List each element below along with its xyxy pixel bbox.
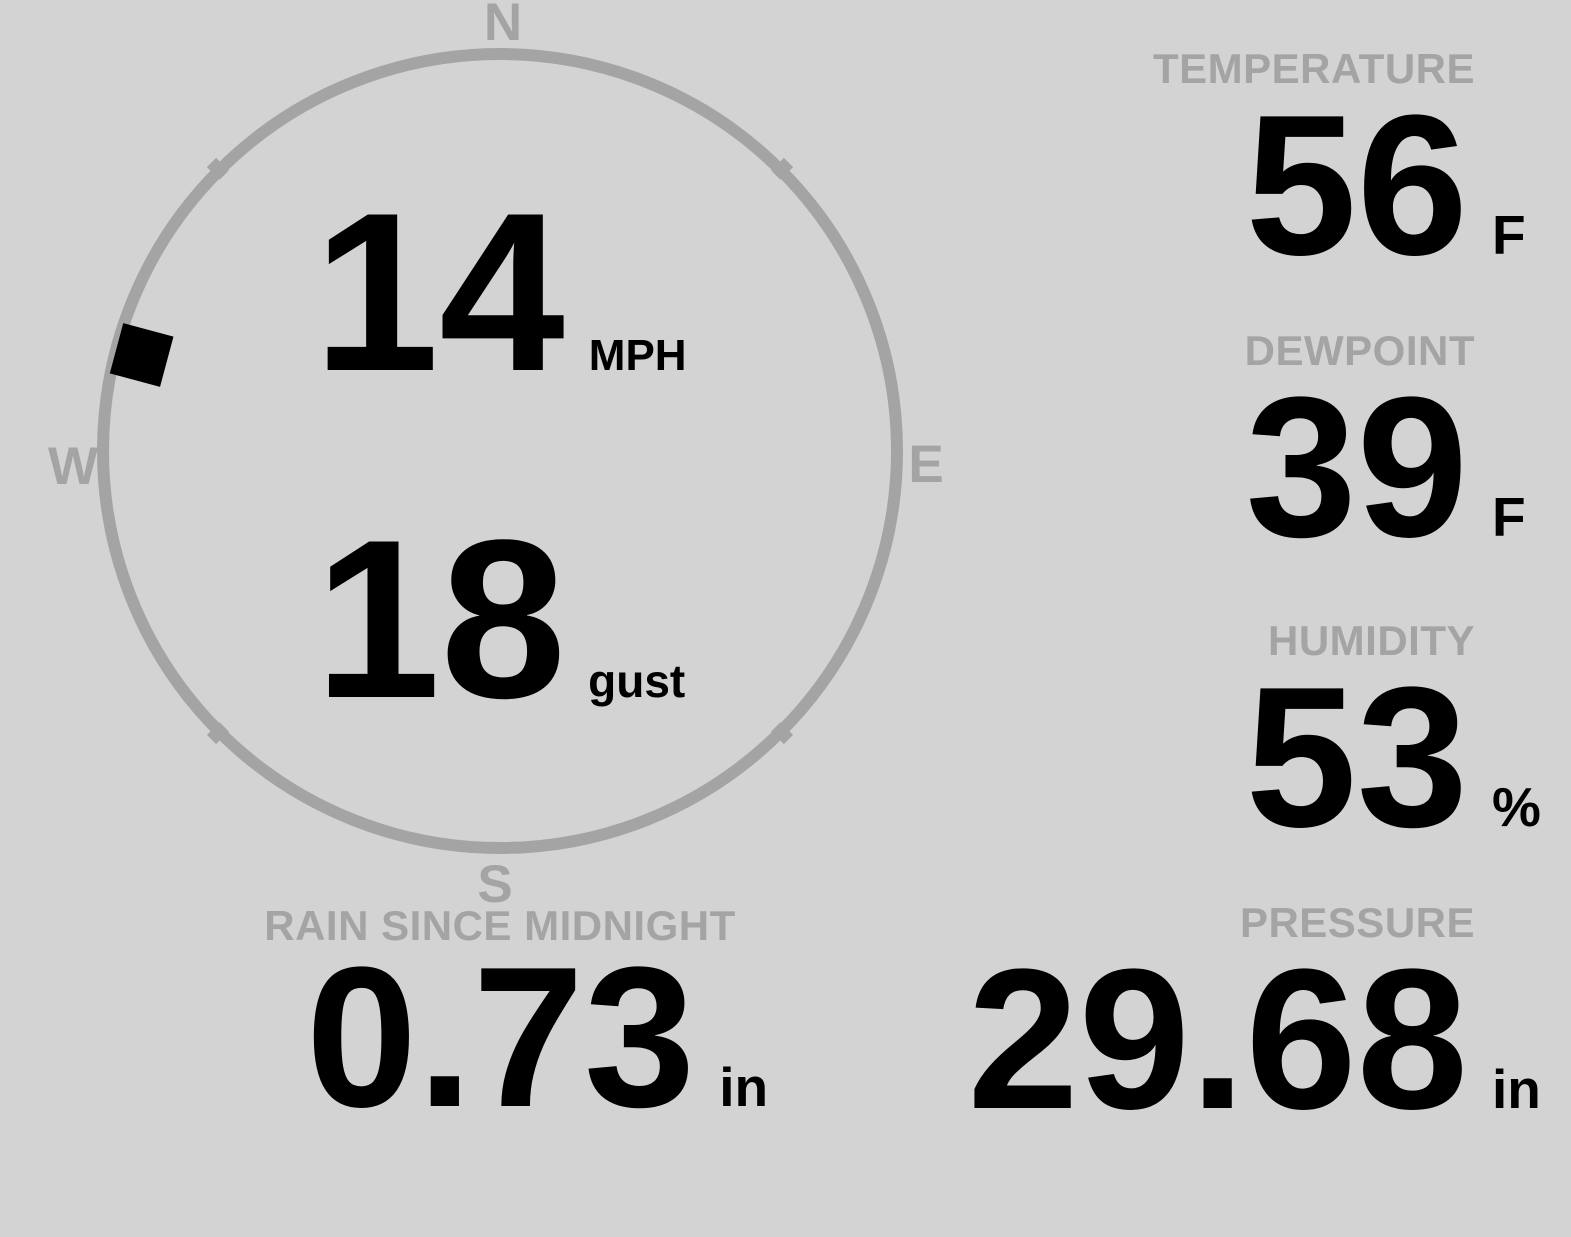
wind-speed-readout: 14 MPH <box>0 179 1000 405</box>
rain-unit: in <box>719 1056 769 1118</box>
temperature-unit: F <box>1492 204 1526 266</box>
wind-compass-gauge: N E S W 14 MPH 18 gust <box>0 0 1000 910</box>
wind-speed-unit: MPH <box>588 331 687 380</box>
pressure-label: PRESSURE <box>1239 899 1475 946</box>
wind-speed-value: 14 <box>313 165 565 418</box>
compass-ring <box>97 48 903 854</box>
compass-label-west: W <box>48 437 98 496</box>
rain-label: RAIN SINCE MIDNIGHT <box>264 902 736 949</box>
compass-tick-southwest <box>206 722 229 745</box>
temperature-value: 56 <box>1245 74 1468 297</box>
humidity-value: 53 <box>1245 646 1468 869</box>
wind-gust-readout: 18 gust <box>0 506 1000 732</box>
pressure-unit: in <box>1492 1058 1541 1120</box>
pressure-readout: 29.68 in <box>967 928 1541 1151</box>
dewpoint-label: DEWPOINT <box>1244 327 1475 374</box>
temperature-readout: 56 F <box>1153 86 1530 286</box>
humidity-unit: % <box>1492 776 1541 838</box>
compass-dial: N E S W <box>48 0 944 910</box>
compass-label-north: N <box>484 0 522 52</box>
compass-tick-northwest <box>206 157 229 180</box>
pressure-value: 29.68 <box>967 928 1469 1151</box>
compass-tick-southeast <box>771 722 794 745</box>
humidity-readout: 53 % <box>1245 646 1541 869</box>
dewpoint-unit: F <box>1492 486 1526 548</box>
metric-dewpoint: DEWPOINT 39 F <box>1245 330 1530 568</box>
wind-direction-marker <box>109 323 174 387</box>
wind-gust-unit: gust <box>588 655 686 707</box>
metric-temperature: TEMPERATURE 56 F <box>1153 48 1530 286</box>
compass-tick-northeast <box>771 157 794 180</box>
rain-value: 0.73 <box>305 926 696 1149</box>
metric-pressure: PRESSURE 29.68 in <box>967 899 1541 1151</box>
dewpoint-value: 39 <box>1245 356 1468 579</box>
wind-gust-value: 18 <box>314 492 567 745</box>
compass-label-east: E <box>908 435 943 494</box>
temperature-label: TEMPERATURE <box>1152 45 1475 92</box>
metric-rain-since-midnight: RAIN SINCE MIDNIGHT 0.73 in <box>0 905 1000 1138</box>
metric-humidity: HUMIDITY 53 % <box>1245 617 1541 869</box>
humidity-label: HUMIDITY <box>1268 617 1475 664</box>
rain-readout: 0.73 in <box>37 938 1037 1138</box>
dewpoint-readout: 39 F <box>1245 368 1530 568</box>
compass-label-south: S <box>477 855 512 910</box>
